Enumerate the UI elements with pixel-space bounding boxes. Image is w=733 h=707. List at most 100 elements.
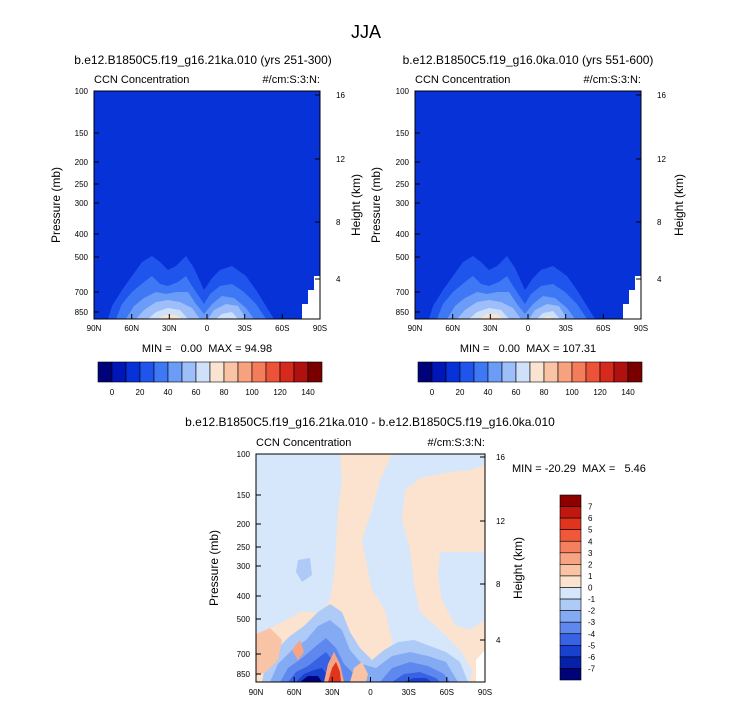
- colorbar-2-label: 80: [540, 388, 549, 397]
- colorbar-3: 7 6 5 4 3 2 1 0 -1 -2 -3 -4 -5 -6 -7: [559, 494, 596, 681]
- panel-3-negative-region-upper-right: [362, 454, 485, 682]
- colorbar-1-swatch: [265, 361, 281, 383]
- colorbar-3-swatch: [559, 575, 582, 588]
- colorbar-2-swatch: [543, 361, 559, 383]
- colorbar-2-label: 0: [430, 388, 435, 397]
- colorbar-1-swatch: [223, 361, 239, 383]
- panel-1-ytick: 850: [75, 308, 89, 317]
- panel-3-ytick: 200: [237, 520, 251, 529]
- panel-1-contour-level-6: [158, 315, 182, 319]
- panel-3-xtick: 0: [368, 688, 373, 697]
- panel-1-ylabel: Pressure (mb): [49, 167, 63, 243]
- colorbar-3-swatch: [559, 598, 582, 611]
- colorbar-2-swatch: [627, 361, 643, 383]
- panel-1-xtick: 60N: [124, 324, 139, 333]
- panel-1-ylabel-right: Height (km): [349, 174, 363, 236]
- panel-3-negative-region-main: [256, 454, 342, 634]
- colorbar-3-swatch: [559, 621, 582, 635]
- colorbar-3-swatch: [559, 540, 582, 554]
- panel-1-y-ticks: 100 150 200 250 300 400 500 700 850: [75, 87, 89, 317]
- colorbar-2-swatch: [417, 361, 433, 383]
- colorbar-1-swatch: [125, 361, 141, 383]
- panel-2-ytick: 400: [396, 230, 410, 239]
- panel-1-ytick-right: 8: [336, 218, 341, 227]
- panel-3-right-label: #/cm:S:3:N:: [428, 437, 485, 449]
- panel-3-ytick: 100: [237, 450, 251, 459]
- colorbar-2-label: 20: [456, 388, 465, 397]
- colorbar-3-swatch: [559, 564, 582, 577]
- panel-1-x-ticks: 90N 60N 30N 0 30S 60S 90S: [87, 324, 327, 333]
- panel-3-positive-blob-4: [328, 662, 341, 682]
- colorbar-1-label: 100: [245, 388, 259, 397]
- colorbar-3-swatch: [559, 610, 582, 623]
- colorbar-1-swatch: [153, 361, 169, 383]
- panel-3-ytick-right: 12: [496, 517, 505, 526]
- panel-1-ytick-right: 16: [336, 91, 345, 100]
- colorbar-2-swatch: [529, 361, 545, 383]
- colorbar-1-swatch: [111, 361, 127, 383]
- panel-3-y-ticks-right: 16 12 8 4: [496, 453, 505, 645]
- colorbar-2-swatch: [557, 361, 573, 383]
- panel-1-axis-ticks: [93, 90, 321, 319]
- colorbar-3-swatch: [559, 668, 582, 681]
- colorbar-1-swatch: [195, 361, 211, 383]
- colorbar-2-swatch: [445, 361, 461, 383]
- panel-1-xtick: 90S: [313, 324, 327, 333]
- colorbar-1-label: 40: [164, 388, 173, 397]
- colorbar-2-label: 120: [593, 388, 607, 397]
- panel-3-positive-blob-5: [350, 662, 368, 682]
- colorbar-1-swatch: [251, 361, 267, 383]
- colorbar-3-label: 0: [588, 584, 593, 593]
- colorbar-1-swatch: [209, 361, 225, 383]
- colorbar-3-label: -7: [588, 664, 596, 673]
- panel-3-axis-ticks: [255, 453, 486, 682]
- panel-2-xtick: 0: [526, 324, 531, 333]
- panel-2-ytick: 100: [396, 87, 410, 96]
- panel-2-ytick: 200: [396, 158, 410, 167]
- panel-1-ytick: 400: [75, 230, 89, 239]
- colorbar-3-label: 3: [588, 549, 593, 558]
- panel-1-xtick: 30S: [238, 324, 252, 333]
- panel-3-ylabel-right: Height (km): [511, 537, 525, 599]
- panel-1-title: b.e12.B1850C5.f19_g16.21ka.010 (yrs 251-…: [74, 53, 332, 67]
- panel-3-title: b.e12.B1850C5.f19_g16.21ka.010 - b.e12.B…: [185, 415, 555, 429]
- panel-2-ytick: 300: [396, 199, 410, 208]
- panel-1-ytick: 250: [75, 180, 89, 189]
- panel-1-xtick: 60S: [275, 324, 289, 333]
- colorbar-1-swatch: [279, 361, 295, 383]
- panel-2-ytick-right: 16: [657, 91, 666, 100]
- panel-1-ytick: 100: [75, 87, 89, 96]
- panel-3-ytick: 150: [237, 491, 251, 500]
- panel-2-title: b.e12.B1850C5.f19_g16.0ka.010 (yrs 551-6…: [403, 53, 654, 67]
- colorbar-3-label: 7: [588, 503, 593, 512]
- colorbar-3-swatch: [559, 529, 582, 542]
- colorbar-1-swatch: [97, 361, 113, 383]
- colorbar-3-label: -4: [588, 630, 596, 639]
- colorbar-3-swatch: [559, 587, 582, 600]
- colorbar-1-swatch: [139, 361, 155, 383]
- panel-2-ytick-right: 8: [657, 218, 662, 227]
- panel-3-x-ticks: 90N 60N 30N 0 30S 60S 90S: [249, 688, 492, 697]
- panel-3-negative-region-right-band: [438, 552, 485, 630]
- panel-2-xtick: 30S: [559, 324, 573, 333]
- panel-2-contour-level-6: [479, 314, 554, 319]
- panel-2-contour-field: [415, 91, 641, 319]
- panel-3: b.e12.B1850C5.f19_g16.21ka.010 - b.e12.B…: [185, 415, 646, 697]
- colorbar-1-swatch: [293, 361, 309, 383]
- colorbar-3-label: 5: [588, 526, 593, 535]
- colorbar-3-label: 1: [588, 572, 593, 581]
- colorbar-1-swatch: [307, 361, 323, 383]
- colorbar-1-label: 60: [192, 388, 201, 397]
- colorbar-2-swatch: [599, 361, 615, 383]
- panel-3-ytick-right: 16: [496, 453, 505, 462]
- panel-3-left-label: CCN Concentration: [256, 437, 351, 449]
- panel-3-ytick: 500: [237, 615, 251, 624]
- panel-1: b.e12.B1850C5.f19_g16.21ka.010 (yrs 251-…: [49, 53, 363, 397]
- colorbar-3-swatch: [559, 517, 582, 530]
- panel-2-x-ticks: 90N 60N 30N 0 30S 60S 90S: [408, 324, 648, 333]
- colorbar-1-swatch: [167, 361, 183, 383]
- colorbar-2-swatch: [459, 361, 475, 383]
- colorbar-3-swatch: [559, 645, 582, 658]
- panel-1-missing-data: [302, 276, 320, 319]
